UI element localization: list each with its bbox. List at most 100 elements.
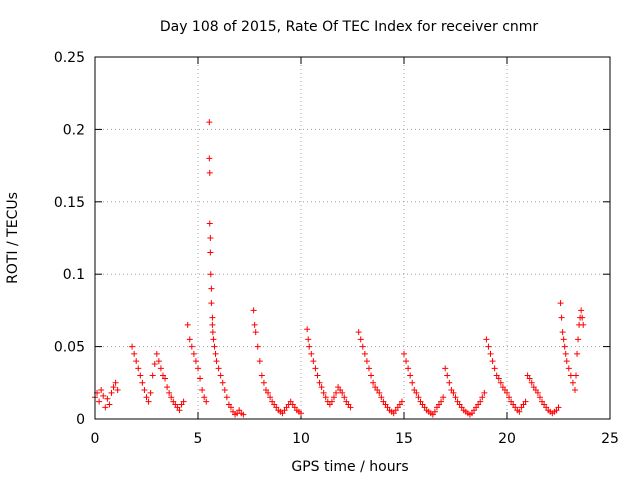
data-point	[407, 372, 414, 379]
data-point	[561, 343, 568, 350]
data-point	[491, 365, 498, 372]
data-point	[563, 358, 570, 365]
data-point	[306, 343, 313, 350]
data-point	[559, 329, 566, 336]
data-point	[223, 394, 230, 401]
data-point	[370, 379, 377, 386]
data-points	[92, 119, 587, 418]
data-point	[265, 389, 272, 396]
data-point	[415, 394, 422, 401]
data-point	[446, 379, 453, 386]
data-point	[153, 350, 160, 357]
data-point	[217, 372, 224, 379]
data-point	[137, 372, 144, 379]
data-point	[188, 343, 195, 350]
data-point	[506, 394, 513, 401]
data-point	[487, 350, 494, 357]
data-point	[557, 300, 564, 307]
data-point	[151, 360, 158, 367]
x-tick-label: 25	[601, 431, 619, 447]
data-point	[209, 314, 216, 321]
data-point	[227, 404, 234, 411]
data-point	[206, 220, 213, 227]
data-point	[168, 394, 175, 401]
data-point	[96, 398, 103, 405]
data-point	[567, 372, 574, 379]
data-point	[147, 389, 154, 396]
data-point	[215, 365, 222, 372]
data-point	[180, 398, 187, 405]
data-point	[578, 307, 585, 314]
data-point	[207, 235, 214, 241]
data-point	[565, 365, 572, 372]
data-point	[195, 365, 201, 372]
data-point	[312, 365, 319, 372]
data-point	[357, 336, 364, 343]
data-point	[405, 365, 412, 372]
data-point	[210, 336, 217, 343]
data-point	[203, 398, 210, 405]
y-tick-label: 0.15	[54, 195, 85, 211]
data-point	[431, 408, 438, 415]
data-point	[376, 389, 383, 396]
data-point	[308, 350, 315, 357]
data-point	[398, 398, 405, 405]
data-point	[104, 395, 111, 402]
data-point	[575, 336, 582, 343]
axis-ticks: 0 0.05 0.1 0.15 0.2 0.25 0 5 10 15 20 25	[54, 50, 619, 447]
data-point	[569, 379, 576, 386]
data-point	[310, 358, 317, 365]
data-point	[328, 398, 335, 405]
data-point	[450, 389, 457, 396]
data-point	[207, 271, 214, 278]
x-tick-label: 20	[498, 431, 516, 447]
data-point	[403, 358, 410, 365]
data-point	[192, 358, 199, 365]
data-point	[341, 394, 348, 401]
data-point	[562, 350, 569, 357]
data-point	[409, 379, 416, 386]
y-tick-label: 0	[76, 412, 85, 428]
chart-title: Day 108 of 2015, Rate Of TEC Index for r…	[160, 19, 539, 35]
data-point	[206, 155, 213, 162]
data-point	[368, 372, 375, 379]
data-point	[108, 389, 115, 396]
plot-frame	[94, 56, 611, 420]
data-point	[339, 389, 346, 396]
data-point	[157, 365, 164, 372]
data-point	[212, 350, 219, 357]
y-tick-label: 0.05	[54, 340, 85, 356]
data-point	[135, 365, 142, 372]
data-point	[213, 358, 220, 365]
data-point	[211, 343, 218, 350]
data-point	[145, 398, 152, 405]
data-point	[110, 384, 117, 391]
data-point	[197, 375, 204, 382]
data-point	[489, 358, 496, 365]
data-point	[240, 411, 247, 418]
data-point	[555, 404, 562, 411]
data-point	[333, 389, 340, 396]
data-point	[139, 379, 146, 386]
y-tick-label: 0.2	[63, 122, 85, 138]
data-point	[207, 249, 214, 256]
data-point	[155, 358, 162, 365]
data-point	[573, 372, 580, 379]
data-point	[149, 372, 156, 379]
data-point	[252, 329, 259, 336]
data-point	[442, 365, 449, 372]
data-point	[558, 314, 565, 321]
data-point	[100, 392, 107, 399]
data-point	[260, 379, 267, 386]
data-point	[365, 365, 372, 372]
data-point	[254, 343, 261, 350]
data-point	[199, 387, 206, 394]
data-point	[355, 329, 362, 336]
data-point	[485, 343, 492, 350]
data-point	[190, 350, 197, 357]
y-tick-label: 0.1	[63, 267, 85, 283]
data-point	[452, 394, 459, 401]
data-point	[141, 387, 148, 394]
data-point	[481, 389, 488, 396]
